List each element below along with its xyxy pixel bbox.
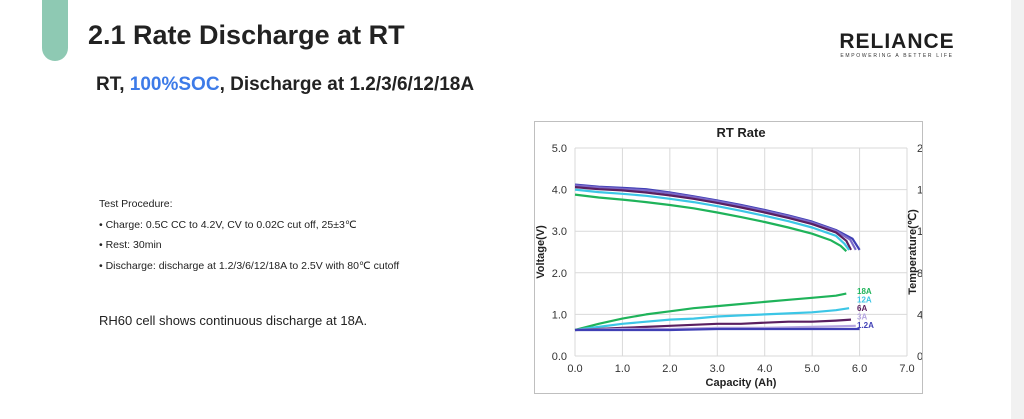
legend-label-6A: 6A [857, 304, 867, 313]
y2-tick-label-0: 0 [917, 351, 922, 363]
legend-label-18A: 18A [857, 287, 872, 296]
summary-note: RH60 cell shows continuous discharge at … [99, 313, 368, 328]
y2-tick-label-5: 200 [917, 143, 922, 155]
accent-tab [42, 0, 68, 61]
y2-tick-label-4: 160 [917, 185, 922, 197]
x-tick-label-3: 3.0 [710, 363, 725, 375]
x-tick-label-7: 7.0 [899, 363, 914, 375]
x-tick-label-4: 4.0 [757, 363, 772, 375]
test-procedure: Test Procedure: • Charge: 0.5C CC to 4.2… [99, 194, 399, 276]
logo-word: RELIANCE [839, 30, 955, 53]
procedure-heading: Test Procedure: [99, 198, 173, 210]
y2-axis-label: Temperature(℃) [907, 209, 919, 295]
x-tick-label-2: 2.0 [662, 363, 677, 375]
rt-rate-chart: 0.0 1.0 2.0 3.0 4.0 5.0 6.0 7.0 0.0 1.0 2.0 3.0 4.0 5… [534, 121, 923, 394]
y-tick-label-5: 5.0 [552, 143, 567, 155]
voltage-line-12A [574, 188, 850, 251]
temperature-line-12A [574, 307, 850, 332]
y-tick-label-4: 4.0 [552, 185, 567, 197]
window-edge [1011, 0, 1024, 419]
logo-tagline: EMPOWERING A BETTER LIFE [840, 53, 954, 59]
voltage-line-3A [574, 184, 857, 251]
x-tick-label-0: 0.0 [567, 363, 582, 375]
temperature-line-18A [574, 292, 847, 332]
procedure-item-discharge: • Discharge: discharge at 1.2/3/6/12/18A… [99, 259, 400, 272]
legend-label-1p2A: 1.2A [857, 321, 874, 330]
procedure-item-rest: • Rest: 30min [99, 239, 162, 251]
y-tick-label-1: 1.0 [552, 309, 567, 321]
x-tick-label-6: 6.0 [852, 363, 867, 375]
y2-tick-label-3: 120 [917, 226, 922, 238]
voltage-line-18A [574, 193, 848, 252]
y-tick-label-2: 2.0 [552, 268, 567, 280]
legend-label-12A: 12A [857, 296, 872, 305]
procedure-item-charge: • Charge: 0.5C CC to 4.2V, CV to 0.02C c… [99, 218, 357, 231]
reliance-logo: RELIANCE EMPOWERING A BETTER LIFE [826, 30, 968, 60]
chart-title: RT Rate [716, 125, 765, 140]
x-axis-label: Capacity (Ah) [706, 377, 777, 389]
page-subtitle: RT, 100%SOC, Discharge at 1.2/3/6/12/18A [96, 74, 474, 96]
y2-tick-label-1: 40 [917, 309, 922, 321]
x-tick-label-5: 5.0 [804, 363, 819, 375]
subtitle-highlight: 100%SOC [129, 74, 220, 95]
subtitle-part2: , Discharge at 1.2/3/6/12/18A [219, 74, 475, 95]
y-axis-label: Voltage(V) [535, 225, 547, 279]
page-title: 2.1 Rate Discharge at RT [88, 20, 405, 50]
x-tick-label-1: 1.0 [615, 363, 630, 375]
temperature-line-6A [574, 318, 852, 332]
y-tick-label-0: 0.0 [552, 351, 567, 363]
y-tick-label-3: 3.0 [552, 226, 567, 238]
temperature-line-1p2A [575, 327, 860, 332]
chart-canvas: 0.0 1.0 2.0 3.0 4.0 5.0 6.0 7.0 0.0 1.0 2.0 3.0 4.0 5… [535, 125, 922, 389]
subtitle-part1: RT, [96, 74, 130, 95]
y2-tick-label-2: 80 [917, 268, 922, 280]
legend-label-3A: 3A [857, 313, 867, 322]
voltage-line-6A [574, 186, 852, 251]
